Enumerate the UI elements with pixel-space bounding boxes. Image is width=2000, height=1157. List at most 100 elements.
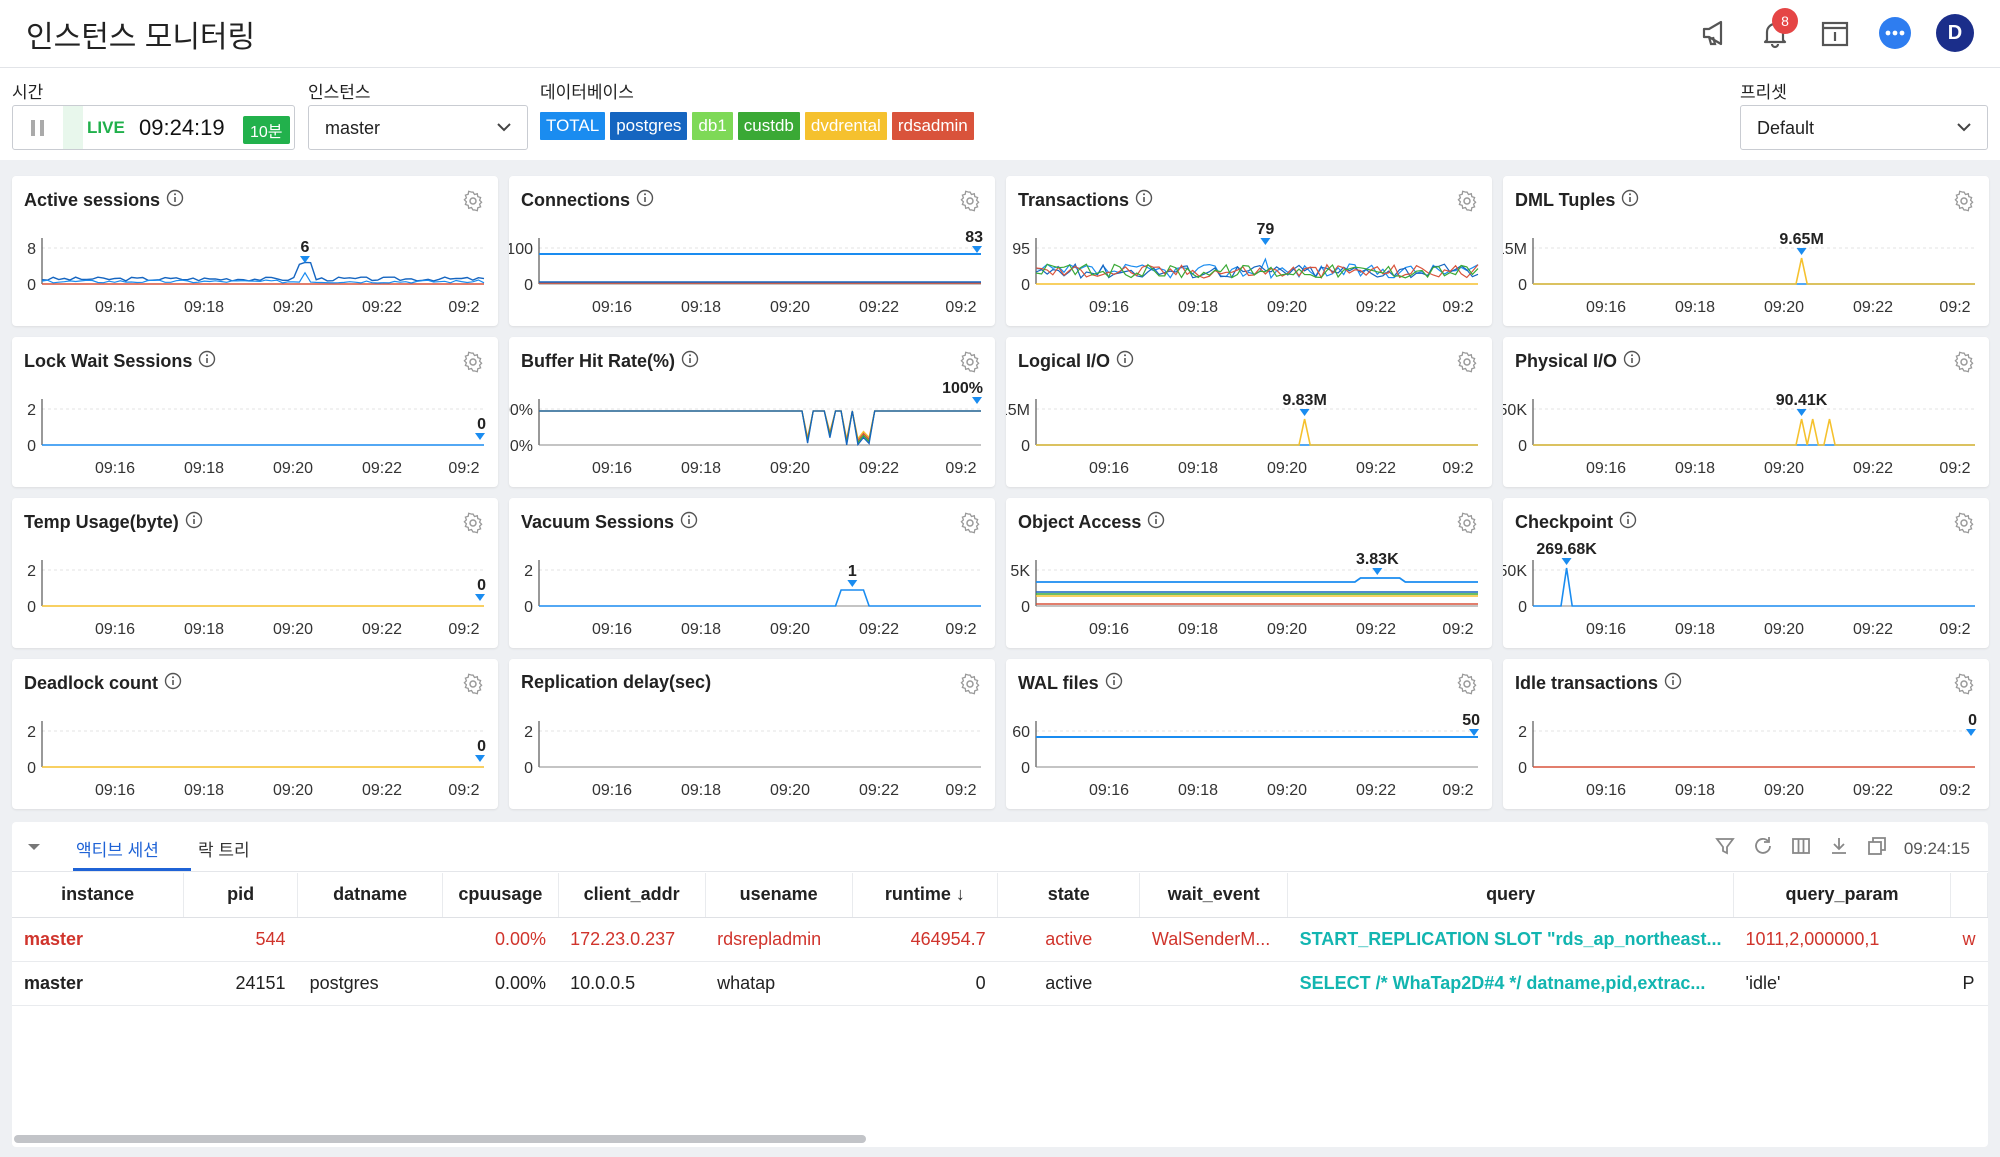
chart-title: Object Access bbox=[1018, 511, 1165, 534]
cell-runtime: 464954.7 bbox=[852, 917, 998, 962]
info-icon[interactable] bbox=[1621, 189, 1639, 212]
cell-state: active bbox=[997, 961, 1140, 1006]
database-tag-rdsadmin[interactable]: rdsadmin bbox=[891, 112, 974, 140]
peak-marker bbox=[299, 256, 310, 263]
megaphone-icon[interactable] bbox=[1696, 14, 1734, 52]
chevron-down-icon bbox=[1955, 118, 1973, 141]
series-line bbox=[1533, 567, 1975, 607]
cell-datname: postgres bbox=[297, 961, 443, 1006]
info-icon[interactable] bbox=[1116, 350, 1134, 373]
database-tag-db1[interactable]: db1 bbox=[692, 112, 733, 140]
info-icon[interactable] bbox=[636, 189, 654, 212]
y-tick-label: 2 bbox=[27, 402, 36, 419]
database-tag-postgres[interactable]: postgres bbox=[610, 112, 688, 140]
peak-value-label: 50 bbox=[1462, 712, 1480, 729]
column-header-state[interactable]: state bbox=[997, 873, 1141, 918]
x-tick-label: 09:22 bbox=[1853, 299, 1893, 316]
column-header-query-param[interactable]: query_param bbox=[1733, 873, 1951, 918]
gear-icon[interactable] bbox=[1456, 512, 1478, 539]
popout-icon[interactable] bbox=[1866, 835, 1888, 862]
database-tag-total[interactable]: TOTAL bbox=[540, 112, 606, 140]
gear-icon[interactable] bbox=[1456, 351, 1478, 378]
x-tick-label: 09:22 bbox=[1356, 621, 1396, 638]
gear-icon[interactable] bbox=[959, 190, 981, 217]
x-tick-label: 09:16 bbox=[1586, 299, 1626, 316]
time-label: 시간 bbox=[12, 83, 44, 102]
gear-icon[interactable] bbox=[1456, 190, 1478, 217]
chart-card: Temp Usage(byte) 2 0 09:16 09:18 09:20 09:22 09… bbox=[12, 498, 498, 648]
info-icon[interactable] bbox=[185, 511, 203, 534]
gear-icon[interactable] bbox=[959, 512, 981, 539]
y-tick-label: 5K bbox=[1010, 563, 1030, 580]
x-tick-label: 09:18 bbox=[184, 782, 224, 799]
gear-icon[interactable] bbox=[462, 673, 484, 700]
info-icon[interactable] bbox=[1664, 672, 1682, 695]
info-icon[interactable] bbox=[1623, 350, 1641, 373]
cell-runtime: 0 bbox=[852, 961, 998, 1006]
column-header-query[interactable]: query bbox=[1287, 873, 1735, 918]
series-line bbox=[539, 410, 981, 447]
info-icon[interactable] bbox=[1105, 672, 1123, 695]
chart-card: Checkpoint 350K 0 09:16 09:18 09:20 09:22 09:2 2… bbox=[1503, 498, 1989, 648]
gear-icon[interactable] bbox=[1953, 190, 1975, 217]
column-header-datname[interactable]: datname bbox=[297, 873, 444, 918]
info-icon[interactable] bbox=[680, 511, 698, 534]
info-icon[interactable] bbox=[1619, 511, 1637, 534]
info-icon[interactable] bbox=[198, 350, 216, 373]
column-header-usename[interactable]: usename bbox=[705, 873, 853, 918]
filter-icon[interactable] bbox=[1714, 835, 1736, 862]
gear-icon[interactable] bbox=[462, 351, 484, 378]
series-line bbox=[539, 410, 981, 445]
y-tick-label: 0 bbox=[27, 277, 36, 294]
tab-lock-tree[interactable]: 락 트리 bbox=[198, 841, 250, 860]
instance-select[interactable]: master bbox=[308, 105, 528, 150]
info-icon[interactable] bbox=[1147, 511, 1165, 534]
time-control[interactable]: LIVE 09:24:19 10분 bbox=[12, 105, 295, 150]
pause-button[interactable] bbox=[13, 106, 63, 149]
gear-icon[interactable] bbox=[959, 351, 981, 378]
gear-icon[interactable] bbox=[1953, 512, 1975, 539]
column-header-pid[interactable]: pid bbox=[183, 873, 299, 918]
download-icon[interactable] bbox=[1828, 835, 1850, 862]
time-range-button[interactable]: 10분 bbox=[243, 116, 290, 144]
chart-card: Deadlock count 2 0 09:16 09:18 09:20 09:22 09:2… bbox=[12, 659, 498, 809]
column-header-runtime[interactable]: runtime ↓ bbox=[852, 873, 999, 918]
gear-icon[interactable] bbox=[959, 673, 981, 700]
table-row[interactable]: master 544 0.00% 172.23.0.237 rdsrepladmin 46… bbox=[12, 917, 1988, 962]
gear-icon[interactable] bbox=[462, 512, 484, 539]
gear-icon[interactable] bbox=[462, 190, 484, 217]
column-header-client-addr[interactable]: client_addr bbox=[558, 873, 706, 918]
series-line bbox=[1533, 418, 1975, 446]
cell-instance: master bbox=[12, 961, 184, 1006]
refresh-icon[interactable] bbox=[1752, 835, 1774, 862]
gear-icon[interactable] bbox=[1953, 351, 1975, 378]
gear-icon[interactable] bbox=[1953, 673, 1975, 700]
info-icon[interactable] bbox=[681, 350, 699, 373]
chart-title-text: Idle transactions bbox=[1515, 673, 1659, 693]
database-tag-dvdrental[interactable]: dvdrental bbox=[804, 112, 887, 140]
x-tick-label: 09:20 bbox=[273, 782, 313, 799]
preset-select[interactable]: Default bbox=[1740, 105, 1988, 150]
collapse-icon[interactable] bbox=[26, 840, 42, 858]
horizontal-scrollbar[interactable] bbox=[14, 1135, 866, 1143]
x-tick-label: 09:2 bbox=[1442, 299, 1473, 316]
info-icon[interactable] bbox=[1135, 189, 1153, 212]
panel-timestamp: 09:24:15 bbox=[1903, 838, 1970, 858]
table-row[interactable]: master 24151 postgres 0.00% 10.0.0.5 whatap 0 a… bbox=[12, 961, 1988, 1006]
chat-icon[interactable] bbox=[1876, 14, 1914, 52]
database-label: 데이터베이스 bbox=[540, 83, 634, 102]
gear-icon[interactable] bbox=[1456, 673, 1478, 700]
info-icon[interactable] bbox=[166, 189, 184, 212]
layout-icon[interactable] bbox=[1816, 14, 1854, 52]
column-header-instance[interactable]: instance bbox=[12, 873, 185, 918]
info-icon[interactable] bbox=[164, 672, 182, 695]
column-header-wait-event[interactable]: wait_event bbox=[1139, 873, 1289, 918]
user-avatar[interactable]: D bbox=[1936, 14, 1974, 52]
bell-icon[interactable]: 8 bbox=[1756, 8, 1798, 52]
column-header-cpuusage[interactable]: cpuusage bbox=[442, 873, 559, 918]
database-tag-custdb[interactable]: custdb bbox=[737, 112, 800, 140]
tab-active-sessions[interactable]: 액티브 세션 bbox=[76, 841, 159, 860]
columns-icon[interactable] bbox=[1790, 835, 1812, 862]
x-tick-label: 09:20 bbox=[770, 782, 810, 799]
